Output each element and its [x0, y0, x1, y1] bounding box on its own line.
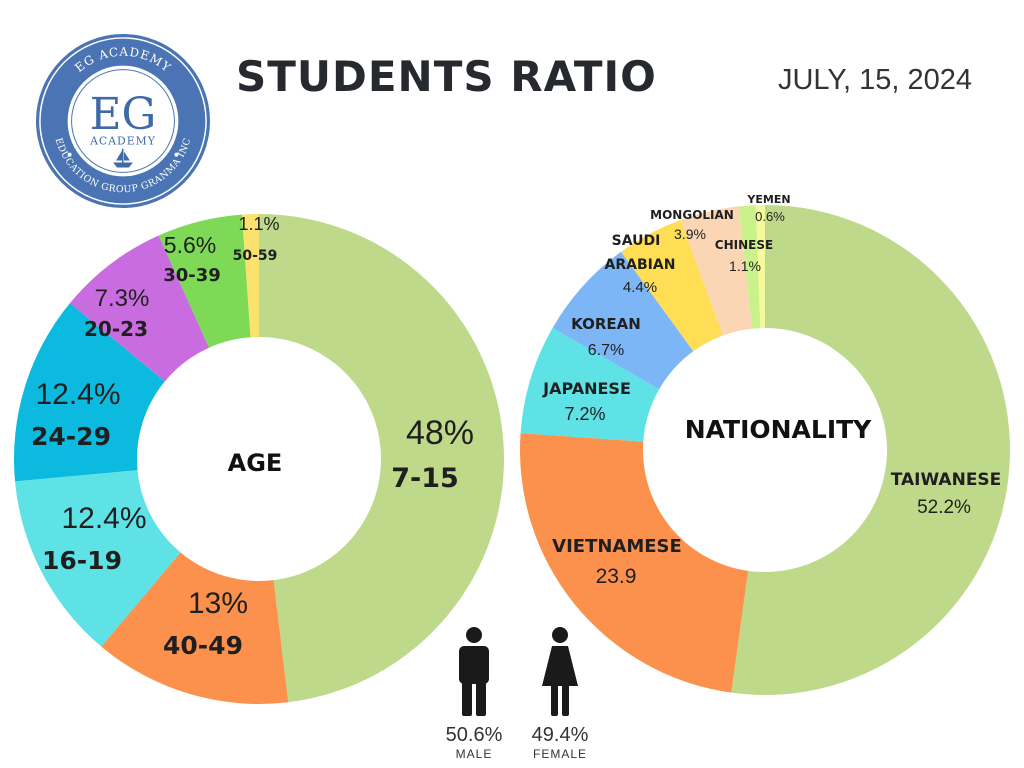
page-title: STUDENTS RATIO: [236, 52, 657, 101]
age-slice-50-59: [242, 214, 259, 338]
age-label-pct-16-19: 12.4%: [61, 502, 146, 535]
age-label-pct-30-39: 5.6%: [164, 232, 216, 258]
nat-label-cat-saudi: SAUDI: [612, 233, 661, 249]
nat-label-cat-korean: KOREAN: [571, 315, 641, 333]
female-label: FEMALE: [532, 747, 587, 761]
gender-female: 49.4% FEMALE: [520, 626, 600, 761]
age-center-label: AGE: [228, 449, 283, 477]
nat-label-pct-japanese: 7.2%: [564, 404, 605, 424]
eg-academy-logo: EG ACADEMY EDUCATION GROUP GRANMA INC EG…: [35, 33, 211, 209]
nat-label-cat-japanese: JAPANESE: [542, 379, 631, 398]
nat-label-pct-saudi-arabian: 4.4%: [623, 279, 657, 296]
age-slice-labels: 48% 7-15 13% 40-49 12.4% 16-19 12.4% 24-…: [31, 214, 474, 660]
age-slice-16-19: [15, 470, 181, 647]
nationality-slice-chinese: [738, 205, 761, 329]
svg-text:EG: EG: [90, 90, 157, 140]
gender-male: 50.6% MALE: [434, 626, 514, 761]
age-label-pct-7-15: 48%: [406, 414, 474, 452]
nat-label-pct-vietnamese: 23.9: [596, 565, 637, 588]
nat-label-cat-mongolian: MONGOLIAN: [650, 208, 734, 222]
age-slice-7-15: [259, 214, 505, 703]
age-slice-30-39: [158, 214, 251, 348]
nationality-slice-saudi-arabian: [620, 220, 723, 352]
age-slice-24-29: [14, 303, 165, 482]
nat-label-pct-chinese: 1.1%: [729, 258, 761, 274]
nat-label-cat-yemen: YEMEN: [746, 193, 790, 206]
male-person-icon: [459, 627, 489, 716]
nat-label-pct-korean: 6.7%: [588, 342, 624, 359]
age-label-cat-50-59: 50-59: [233, 248, 278, 264]
male-percentage: 50.6%: [445, 724, 503, 746]
nationality-donut-chart: [520, 205, 1011, 696]
nationality-center-label: NATIONALITY: [685, 415, 872, 444]
age-slice-20-23: [69, 235, 210, 382]
nat-label-cat-vietnamese: VIETNAMESE: [552, 536, 682, 557]
nat-label-pct-mongolian: 3.9%: [674, 226, 706, 242]
nationality-slice-labels: TAIWANESE 52.2% VIETNAMESE 23.9 JAPANESE…: [542, 193, 1001, 588]
age-label-pct-24-29: 12.4%: [35, 378, 120, 411]
nat-label-cat-arabian: ARABIAN: [605, 257, 676, 273]
age-label-cat-16-19: 16-19: [42, 546, 122, 575]
age-slice-40-49: [101, 552, 289, 704]
age-label-cat-7-15: 7-15: [391, 463, 459, 494]
nat-label-pct-yemen: 0.6%: [755, 209, 785, 224]
nat-label-pct-taiwanese: 52.2%: [917, 497, 971, 518]
age-label-pct-40-49: 13%: [188, 587, 248, 620]
age-label-cat-40-49: 40-49: [163, 631, 243, 660]
age-label-pct-50-59: 1.1%: [238, 214, 279, 234]
nationality-slice-japanese: [520, 327, 660, 442]
nationality-slice-korean: [552, 251, 694, 390]
age-label-cat-20-23: 20-23: [84, 317, 148, 341]
nationality-slice-taiwanese: [731, 205, 1011, 696]
nat-label-cat-chinese: CHINESE: [715, 238, 773, 252]
female-percentage: 49.4%: [531, 724, 589, 746]
age-label-cat-30-39: 30-39: [163, 265, 221, 286]
age-donut-chart: [14, 214, 505, 704]
nationality-slice-yemen: [755, 205, 765, 329]
nationality-slice-vietnamese: [520, 433, 749, 693]
nationality-slice-mongolian: [680, 206, 752, 336]
female-person-icon: [542, 627, 578, 716]
age-label-cat-24-29: 24-29: [31, 422, 111, 451]
report-date: JULY, 15, 2024: [777, 64, 972, 96]
nat-label-cat-taiwanese: TAIWANESE: [891, 470, 1002, 490]
age-label-pct-20-23: 7.3%: [95, 285, 150, 312]
svg-text:ACADEMY: ACADEMY: [89, 135, 156, 148]
male-label: MALE: [455, 747, 493, 761]
